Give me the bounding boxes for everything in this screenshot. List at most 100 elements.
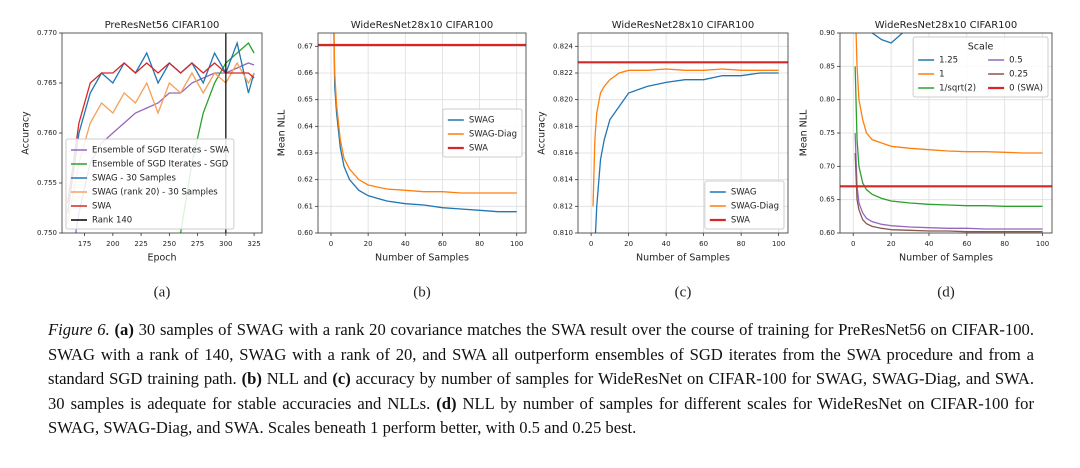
chart: WideResNet28x10 CIFAR100 (c) Number of Sam… bbox=[537, 20, 789, 300]
x-axis-label: Number of Samples bbox=[375, 253, 469, 264]
y-axis-label: Mean NLL bbox=[277, 109, 288, 156]
series-line bbox=[333, 33, 517, 194]
y-tick-label: 0.765 bbox=[37, 79, 57, 87]
y-tick-label: 0.750 bbox=[37, 229, 57, 237]
chart-title: PreResNet56 CIFAR100 bbox=[105, 20, 220, 31]
legend-item: SWAG (rank 20) - 30 Samples bbox=[71, 188, 218, 198]
y-axis-label: Accuracy bbox=[537, 111, 548, 155]
x-tick-label: 175 bbox=[78, 240, 91, 248]
y-tick-label: 0.770 bbox=[37, 29, 57, 37]
x-tick-label: 225 bbox=[134, 240, 147, 248]
chart-title: WideResNet28x10 CIFAR100 bbox=[875, 20, 1018, 31]
y-tick-label: 0.70 bbox=[819, 162, 835, 170]
y-tick-label: 0.820 bbox=[553, 96, 573, 104]
plot-frame bbox=[61, 32, 263, 234]
legend-label: 1.25 bbox=[939, 56, 958, 66]
legend-item: SWA bbox=[447, 144, 488, 154]
x-axis-label: Epoch bbox=[147, 253, 176, 264]
legend-box bbox=[65, 138, 235, 230]
legend-label: SWAG-Diag bbox=[731, 202, 779, 212]
series-line bbox=[333, 33, 517, 213]
y-tick-label: 0.65 bbox=[297, 96, 313, 104]
x-tick-label: 100 bbox=[510, 240, 523, 248]
y-tick-label: 0.818 bbox=[553, 122, 573, 130]
y-tick-label: 0.60 bbox=[819, 229, 835, 237]
caption-text: NLL and bbox=[261, 369, 333, 388]
legend-label: SWA bbox=[469, 144, 488, 154]
legend-box bbox=[912, 36, 1049, 98]
y-tick-label: 0.760 bbox=[37, 129, 57, 137]
panel-label: (a) bbox=[154, 284, 171, 300]
x-tick-label: 40 bbox=[662, 240, 671, 248]
legend-label: 1 bbox=[939, 70, 944, 80]
legend-item: SWA bbox=[71, 202, 111, 212]
x-tick-label: 60 bbox=[699, 240, 708, 248]
legend-item: Ensemble of SGD Iterates - SGD bbox=[71, 160, 229, 170]
caption-text: accuracy by number of samples for WideRe… bbox=[48, 369, 1035, 413]
y-tick-label: 0.814 bbox=[553, 176, 574, 184]
x-tick-label: 80 bbox=[737, 240, 746, 248]
legend-label: 0 (SWA) bbox=[1009, 84, 1043, 94]
series-line bbox=[67, 62, 255, 204]
y-axis-label: Accuracy bbox=[21, 111, 32, 155]
caption-text: NLL by number of samples for different s… bbox=[48, 393, 1034, 438]
x-tick-label: 40 bbox=[925, 240, 934, 248]
x-tick-label: 100 bbox=[772, 240, 785, 248]
caption-text: (d) bbox=[436, 393, 457, 413]
x-tick-label: 0 bbox=[329, 240, 333, 248]
legend-label: Ensemble of SGD Iterates - SGD bbox=[92, 160, 229, 170]
panel-label: (d) bbox=[937, 284, 955, 300]
chart: PreResNet56 CIFAR100 (a) Epoch Accuracy 0.75… bbox=[21, 20, 263, 300]
panel-label: (c) bbox=[675, 284, 692, 300]
caption: Figure 6. (a) 30 samples of SWAG with a … bbox=[48, 318, 1034, 441]
caption-text: (a) bbox=[109, 320, 134, 339]
series-line bbox=[871, 33, 904, 44]
plot bbox=[67, 33, 255, 233]
legend: 1.25 1 1/sqrt(2) 0.5 0.25 0 (SWA) Scale bbox=[912, 36, 1049, 98]
legend-label: SWA bbox=[92, 202, 111, 212]
legend-label: Ensemble of SGD Iterates - SWA bbox=[92, 146, 229, 156]
y-tick-label: 0.66 bbox=[297, 69, 313, 77]
y-tick-label: 0.90 bbox=[819, 29, 835, 37]
y-tick-label: 0.65 bbox=[819, 196, 835, 204]
x-tick-label: 60 bbox=[962, 240, 971, 248]
x-tick-label: 250 bbox=[163, 240, 176, 248]
legend-item: 1/sqrt(2) bbox=[918, 84, 976, 94]
legend-title: Scale bbox=[968, 42, 994, 53]
legend-item: SWAG - 30 Samples bbox=[71, 174, 176, 184]
x-tick-label: 20 bbox=[624, 240, 633, 248]
series-line bbox=[854, 66, 1043, 207]
x-tick-label: 300 bbox=[219, 240, 232, 248]
legend-item: 1 bbox=[918, 70, 945, 80]
caption-text: (b) bbox=[241, 369, 262, 388]
legend-label: 0.5 bbox=[1009, 56, 1023, 66]
y-tick-label: 0.80 bbox=[819, 96, 835, 104]
y-tick-label: 0.755 bbox=[37, 179, 57, 187]
plot-frame bbox=[839, 32, 1053, 234]
x-tick-label: 275 bbox=[191, 240, 204, 248]
legend-item: 1.25 bbox=[918, 56, 958, 66]
legend-item: SWA bbox=[709, 216, 750, 226]
y-tick-label: 0.824 bbox=[553, 42, 574, 50]
y-tick-label: 0.812 bbox=[553, 202, 573, 210]
x-tick-label: 80 bbox=[475, 240, 484, 248]
y-tick-label: 0.85 bbox=[819, 62, 835, 70]
legend-box bbox=[442, 108, 523, 158]
x-tick-label: 200 bbox=[106, 240, 119, 248]
x-axis-label: Number of Samples bbox=[636, 253, 730, 264]
legend-label: 0.25 bbox=[1009, 70, 1028, 80]
x-tick-label: 20 bbox=[887, 240, 896, 248]
series-line bbox=[179, 41, 255, 233]
y-tick-label: 0.61 bbox=[297, 202, 313, 210]
x-tick-label: 100 bbox=[1036, 240, 1049, 248]
legend: Ensemble of SGD Iterates - SWA Ensemble o… bbox=[65, 138, 235, 230]
x-tick-label: 80 bbox=[1000, 240, 1009, 248]
legend-label: SWAG - 30 Samples bbox=[92, 174, 176, 184]
series-line bbox=[592, 68, 779, 207]
caption-text: (c) bbox=[332, 369, 351, 388]
legend-label: SWAG (rank 20) - 30 Samples bbox=[92, 188, 218, 198]
y-axis-label: Mean NLL bbox=[799, 109, 810, 156]
legend-label: 1/sqrt(2) bbox=[939, 84, 976, 94]
legend-label: SWA bbox=[731, 216, 750, 226]
